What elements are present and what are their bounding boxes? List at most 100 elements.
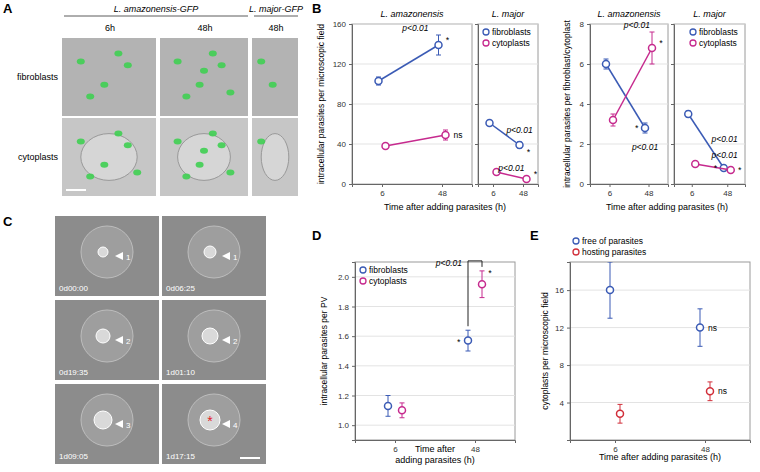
x-tick-mark [649, 184, 650, 187]
annotation: ns [708, 323, 717, 333]
data-point [479, 281, 486, 288]
x-tick-mark [395, 440, 396, 443]
legend-label: hosting parasites [582, 247, 646, 257]
grid [570, 290, 750, 402]
marks [607, 262, 714, 423]
legend-marker [483, 29, 489, 35]
micrograph [162, 300, 266, 380]
y-tick: 4 [560, 399, 570, 408]
series-line [497, 172, 527, 179]
annotation: * [527, 147, 531, 157]
y-tick-mark [671, 104, 674, 105]
cell [188, 226, 240, 278]
legend-label: fibroblasts [699, 27, 738, 37]
annotation: ns [454, 130, 463, 140]
data-point [617, 410, 624, 417]
plot-frame [352, 24, 472, 184]
y-tick-mark [587, 104, 590, 105]
x-axis-line [356, 441, 516, 444]
parasite [86, 174, 94, 180]
parasite [226, 90, 234, 96]
y-axis-line [475, 25, 479, 185]
y-tick: 16 [555, 286, 570, 295]
vacuole [200, 410, 220, 430]
parasite [86, 94, 94, 100]
data-point [442, 132, 449, 139]
y-tick-mark [352, 396, 355, 397]
y-tick: 160 [333, 20, 352, 29]
error-cap [643, 123, 648, 124]
x-tick: 6 [393, 440, 398, 454]
y-axis [671, 25, 675, 185]
x-tick-mark [523, 184, 524, 187]
legend-marker [690, 40, 696, 46]
y-tick [671, 104, 674, 105]
annotation: p<0.01 [505, 125, 533, 135]
panel-label: C [3, 214, 13, 229]
error-cap [608, 262, 613, 263]
y-axis-title: cytoplasts per microscopic field [540, 292, 550, 410]
parasite [209, 131, 217, 137]
legend: fibroblastscytoplasts [690, 27, 738, 48]
y-tick: 12 [555, 324, 570, 333]
column-header: L. major-GFP [249, 4, 303, 14]
error-cap [650, 64, 655, 65]
parasite [174, 58, 182, 64]
error-cap [650, 32, 655, 33]
facet-title: L. amazonensis [380, 9, 444, 19]
y-tick [671, 64, 674, 65]
header-rule [254, 16, 298, 17]
parasite [174, 138, 182, 144]
row-label: fibroblasts [17, 72, 59, 82]
x-tick-mark [382, 184, 383, 187]
y-tick-label: 16 [555, 286, 564, 295]
data-point [649, 45, 656, 52]
y-tick: 6 [580, 60, 590, 69]
y-tick-label: 40 [337, 140, 346, 149]
x-tick-label: 48 [645, 189, 654, 198]
x-tick-mark [727, 184, 728, 187]
error-cap [643, 133, 648, 134]
error-cap [443, 130, 448, 131]
y-axis [475, 25, 479, 185]
plot-frame [355, 262, 515, 440]
error-cap [604, 59, 609, 60]
legend: fibroblastscytoplasts [360, 265, 408, 286]
error-cap [436, 55, 441, 56]
vacuole [96, 329, 110, 343]
data-point [399, 407, 406, 414]
grid-line [570, 402, 750, 403]
y-tick-label: 0 [580, 180, 585, 189]
grid [355, 277, 515, 425]
x-tick: 6 [380, 184, 385, 198]
grid-line [478, 64, 538, 65]
y-tick-label: 4 [560, 399, 565, 408]
x-tick-label: 6 [491, 189, 496, 198]
x-tick: 6 [608, 184, 613, 198]
x-axis: 6 48 [591, 184, 669, 198]
y-tick-mark [567, 403, 570, 404]
x-tick-label: 48 [438, 189, 447, 198]
series-line [613, 48, 652, 120]
grid [590, 24, 668, 184]
annotation: * [659, 38, 663, 48]
y-tick: 1.4 [338, 362, 355, 371]
plot-frame [570, 262, 750, 440]
y-tick-mark [671, 144, 674, 145]
annotation: p<0.01 [435, 258, 463, 268]
y-tick: 0 [342, 180, 352, 189]
x-tick: 6 [690, 184, 695, 198]
parasite [209, 51, 217, 57]
cell [81, 134, 137, 181]
data-point [642, 125, 649, 132]
facet-title: L. amazonensis [597, 9, 661, 19]
y-tick: 80 [337, 100, 352, 109]
y-tick: 2.0 [338, 273, 355, 282]
significance-bracket [468, 261, 482, 326]
panel-label: D [312, 228, 321, 243]
y-tick: 1.8 [338, 303, 355, 312]
x-tick-mark [610, 184, 611, 187]
arrow-label: 2 [233, 337, 238, 346]
micrograph [252, 118, 298, 196]
figure: ABCDEL. amazonensis-GFPL. major-GFP6h48h… [0, 0, 760, 472]
